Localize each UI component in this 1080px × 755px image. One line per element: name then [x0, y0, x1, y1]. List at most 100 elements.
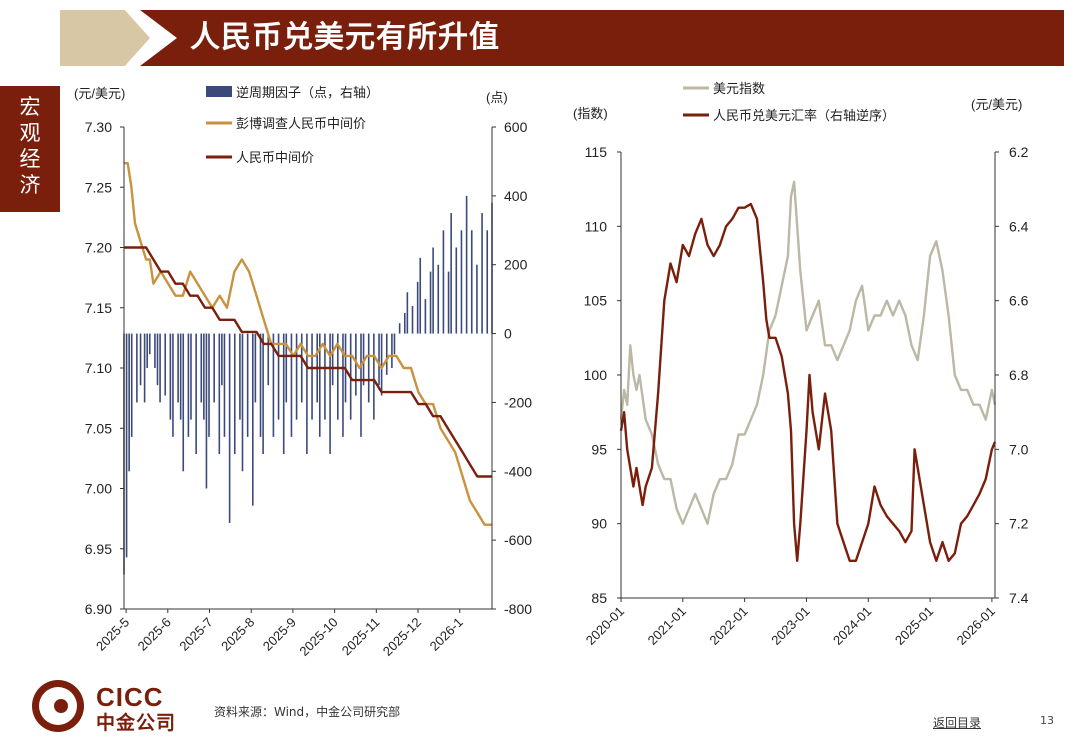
left-tick-label: 100: [584, 367, 608, 383]
x-tick-label: 2025-8: [218, 615, 257, 654]
bar-mark: [306, 333, 308, 455]
bar-mark: [195, 333, 197, 455]
bar-mark: [329, 333, 331, 455]
bar-mark: [342, 333, 344, 437]
bar-mark: [159, 333, 161, 403]
right-tick-label: 400: [504, 188, 528, 204]
bar-mark: [403, 312, 406, 334]
bar-mark: [218, 333, 221, 455]
bar-mark: [470, 230, 473, 334]
bar-mark: [447, 271, 450, 334]
bar-mark: [460, 230, 463, 334]
x-tick-label: 2025-11: [339, 615, 383, 659]
bar-mark: [481, 213, 483, 334]
left-tick-label: 7.05: [85, 420, 112, 436]
left-tick-label: 6.90: [85, 601, 112, 617]
bar-mark: [254, 333, 257, 403]
left-chart: (元/美元) (点) 7.30 7.25 7.20 7.15 7.10 7.05 7.00 6.9…: [74, 85, 532, 659]
page-number: 13: [1040, 714, 1054, 727]
legend-swatch-bar: [206, 86, 232, 97]
bar-mark: [393, 333, 396, 355]
bar-mark: [337, 333, 339, 420]
bar-mark: [177, 333, 179, 403]
left-tick-label: 7.00: [85, 481, 112, 497]
right-tick-label: 7.2: [1009, 516, 1029, 532]
left-tick-label: 7.10: [85, 360, 112, 376]
x-tick-label: 2026-01: [954, 604, 998, 648]
bar-mark: [398, 323, 401, 334]
bar-mark: [282, 333, 285, 455]
series-line-1: [124, 162, 492, 526]
bar-mark: [378, 333, 380, 386]
bar-mark: [169, 333, 172, 420]
bar-mark: [318, 333, 321, 437]
left-tick-label: 7.15: [85, 300, 112, 316]
bar-mark: [285, 333, 288, 403]
right-tick-label: -400: [504, 463, 532, 479]
legend-label: 逆周期因子（点，右轴）: [236, 85, 379, 100]
left-tick-label: 6.95: [85, 541, 112, 557]
bar-mark: [486, 230, 489, 334]
back-to-contents-link[interactable]: 返回目录: [933, 716, 982, 730]
cicc-logo-icon: [32, 680, 84, 732]
bar-mark: [442, 230, 445, 334]
bar-mark: [223, 333, 226, 437]
bar-mark: [246, 333, 249, 437]
logo-text-en: CICC: [96, 682, 164, 712]
x-tick-label: 2022-01: [706, 604, 750, 648]
legend-label: 彭博调查人民币中间价: [236, 116, 366, 131]
right-axis-unit: (元/美元): [971, 97, 1022, 112]
bar-mark: [262, 333, 264, 455]
bar-mark: [290, 333, 293, 437]
bar-mark: [419, 257, 422, 334]
right-tick-label: -600: [504, 532, 532, 548]
x-tick-label: 2025-6: [135, 615, 174, 654]
legend-label: 人民币中间价: [236, 150, 314, 165]
bar-mark: [179, 333, 182, 420]
bar-mark: [373, 333, 375, 420]
bar-mark: [277, 333, 280, 420]
x-tick-label: 2025-10: [296, 615, 340, 659]
bar-mark: [455, 247, 458, 334]
bar-mark: [355, 333, 357, 396]
right-axis-unit: (点): [486, 90, 508, 105]
bar-mark: [205, 333, 208, 489]
bar-mark: [252, 333, 254, 506]
x-tick-label: 2025-12: [380, 615, 424, 659]
bar-mark: [385, 333, 388, 375]
bar-mark: [182, 333, 185, 472]
x-tick-label: 2025-5: [93, 615, 132, 654]
bar-mark: [391, 333, 393, 368]
left-tick-label: 95: [591, 441, 607, 457]
right-tick-label: 7.4: [1009, 590, 1029, 606]
bar-mark: [156, 333, 159, 386]
bar-mark: [154, 333, 156, 368]
legend-label: 人民币兑美元汇率（右轴逆序）: [713, 108, 895, 123]
bar-mark: [465, 195, 468, 334]
section-tab: [0, 86, 60, 212]
bar-mark: [228, 333, 231, 523]
right-tick-label: 6.2: [1009, 144, 1029, 160]
bar-mark: [424, 299, 427, 334]
series-line-2: [124, 246, 492, 478]
x-tick-label: 2026-1: [427, 615, 466, 654]
bar-mark: [221, 333, 223, 386]
bar-mark: [190, 333, 192, 420]
bar-mark: [272, 333, 275, 437]
right-tick-label: -200: [504, 394, 532, 410]
left-tick-label: 85: [591, 590, 607, 606]
bar-mark: [136, 333, 138, 403]
bar-mark: [241, 333, 244, 472]
right-tick-label: 0: [504, 326, 512, 342]
source-note: 资料来源：Wind，中金公司研究部: [214, 705, 401, 719]
bar-mark: [437, 264, 440, 334]
left-tick-label: 110: [585, 218, 608, 234]
bar-mark: [416, 281, 419, 334]
bar-mark: [125, 333, 128, 558]
banner-chevron: [60, 10, 150, 66]
bar-mark: [164, 333, 167, 396]
bar-mark: [300, 333, 303, 403]
legend-label: 美元指数: [713, 81, 765, 96]
bar-mark: [148, 333, 151, 355]
bar-mark: [239, 333, 241, 420]
